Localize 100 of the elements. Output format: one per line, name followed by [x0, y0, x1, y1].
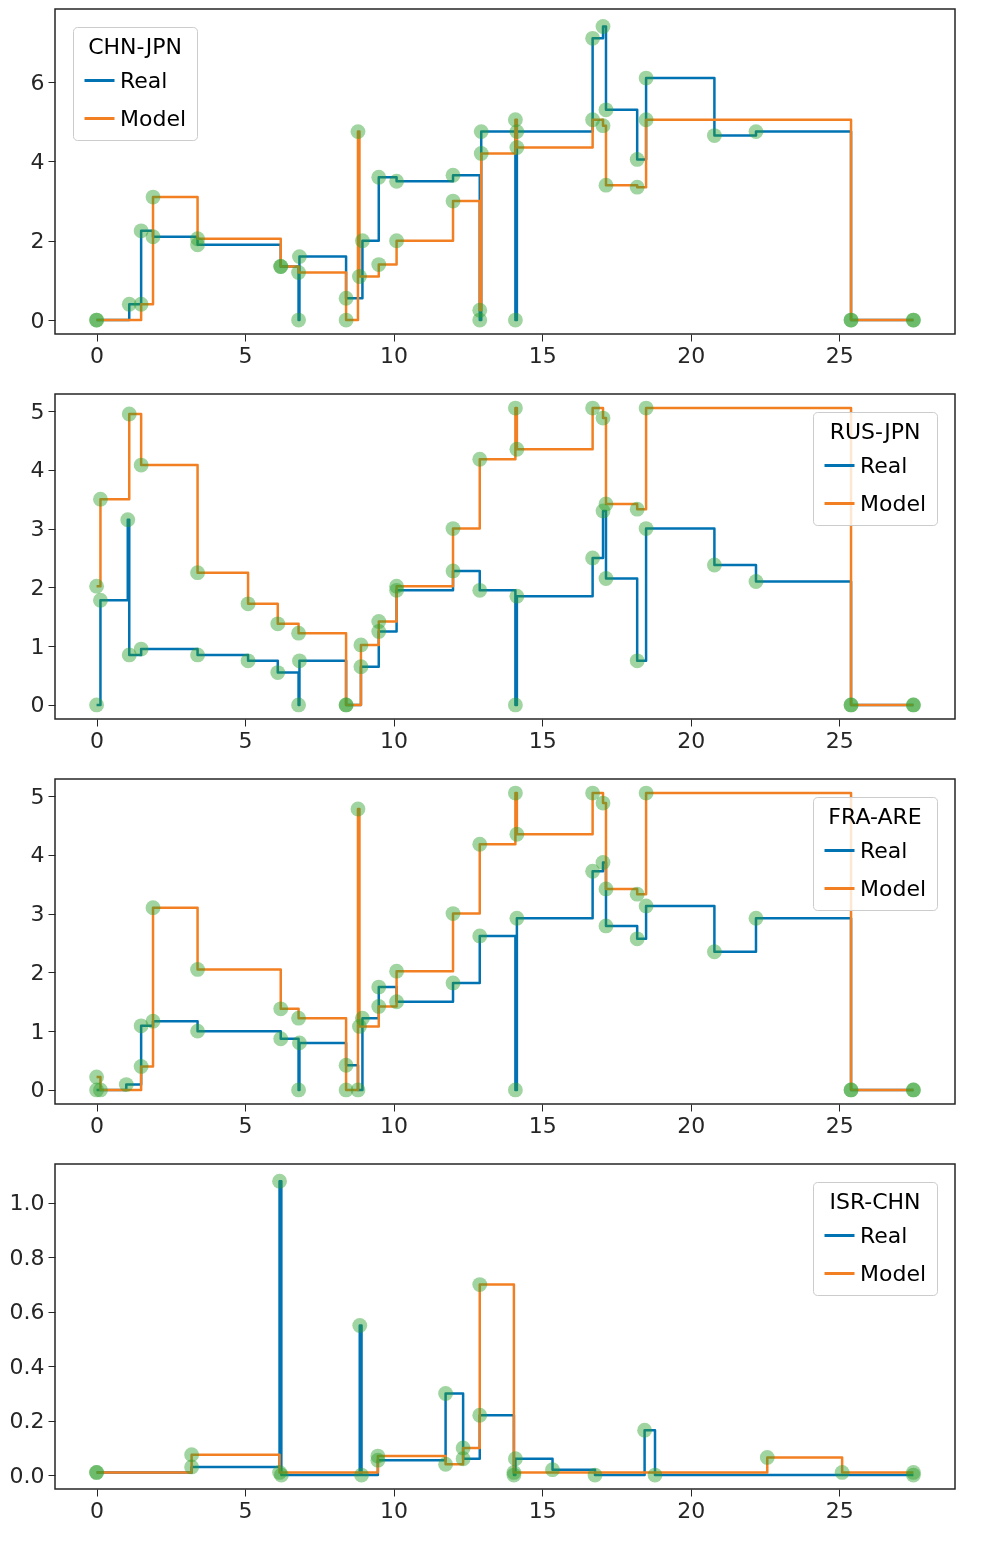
point [89, 578, 104, 594]
point [595, 410, 611, 426]
point [338, 312, 354, 328]
point [145, 229, 161, 245]
legend-label: Model [860, 875, 927, 901]
y-tick-label: 1.0 [9, 1190, 45, 1216]
x-tick-label: 15 [528, 342, 557, 368]
point [118, 1077, 134, 1093]
point [638, 70, 654, 86]
legend-title: CHN-JPN [88, 34, 182, 59]
point [637, 1422, 653, 1438]
point [89, 1069, 104, 1085]
point [585, 550, 601, 566]
y-tick-label: 2 [30, 959, 45, 985]
point [509, 140, 525, 155]
legend-label: Real [860, 837, 908, 863]
point [292, 1035, 307, 1051]
point [445, 563, 461, 579]
y-tick-label: 5 [30, 398, 45, 424]
point [354, 1467, 369, 1483]
point [598, 177, 614, 193]
point [629, 931, 645, 947]
point [545, 1462, 560, 1478]
point [145, 1013, 161, 1029]
x-tick-label: 0 [90, 342, 105, 368]
point [133, 641, 149, 657]
x-tick-label: 25 [825, 727, 854, 753]
point [598, 102, 614, 118]
x-tick-label: 10 [380, 727, 409, 753]
point [371, 614, 387, 629]
point [292, 653, 307, 669]
point [473, 124, 489, 140]
point [272, 1173, 287, 1189]
point [507, 312, 523, 328]
point [595, 19, 611, 34]
point [338, 1082, 354, 1098]
y-tick-label: 4 [30, 148, 45, 174]
y-tick-label: 0.4 [9, 1353, 45, 1379]
point [509, 588, 525, 604]
y-tick-label: 2 [30, 228, 45, 254]
point [445, 975, 461, 991]
x-tick-label: 15 [528, 1497, 557, 1523]
point [389, 173, 404, 189]
point [133, 296, 149, 312]
point [472, 1407, 488, 1423]
x-tick-label: 5 [238, 727, 253, 753]
point [595, 118, 611, 134]
point [595, 795, 611, 811]
point [190, 565, 205, 581]
point [120, 512, 136, 528]
y-tick-label: 1 [30, 633, 45, 659]
x-tick-label: 20 [677, 342, 706, 368]
point [352, 1318, 368, 1333]
x-tick-label: 0 [90, 1497, 105, 1523]
point [121, 406, 137, 422]
legend-label: Model [120, 105, 187, 131]
point [184, 1447, 200, 1463]
point [291, 312, 306, 328]
point [89, 697, 104, 713]
point [509, 910, 525, 926]
legend-label: Real [860, 1222, 908, 1248]
point [190, 1023, 205, 1039]
point [598, 571, 614, 586]
point [145, 900, 161, 916]
legend-label: Model [860, 490, 927, 516]
point [371, 169, 387, 185]
point [445, 906, 461, 921]
point [585, 400, 601, 416]
point [472, 582, 488, 598]
point [352, 1019, 367, 1034]
point [389, 578, 404, 594]
point [509, 826, 525, 842]
point [706, 557, 722, 573]
point [93, 1082, 108, 1098]
y-tick-label: 3 [30, 516, 45, 542]
x-tick-label: 25 [825, 342, 854, 368]
x-tick-label: 15 [528, 727, 557, 753]
y-tick-label: 3 [30, 901, 45, 927]
point [638, 898, 654, 914]
y-tick-label: 4 [30, 457, 45, 483]
point [445, 521, 461, 536]
point [270, 665, 286, 680]
x-tick-label: 10 [380, 1112, 409, 1138]
y-tick-label: 0.6 [9, 1299, 45, 1325]
point [438, 1456, 454, 1472]
y-tick-label: 5 [30, 783, 45, 809]
legend-label: Real [120, 67, 168, 93]
point [472, 451, 488, 467]
point [350, 124, 366, 140]
point [587, 1467, 603, 1483]
point [133, 457, 149, 473]
x-tick-label: 5 [238, 342, 253, 368]
point [352, 269, 367, 284]
point [507, 697, 523, 713]
point [507, 1451, 523, 1467]
legend-title: FRA-ARE [828, 804, 922, 829]
point [629, 653, 645, 669]
point [473, 146, 489, 161]
point [748, 574, 764, 589]
point [184, 1459, 200, 1475]
